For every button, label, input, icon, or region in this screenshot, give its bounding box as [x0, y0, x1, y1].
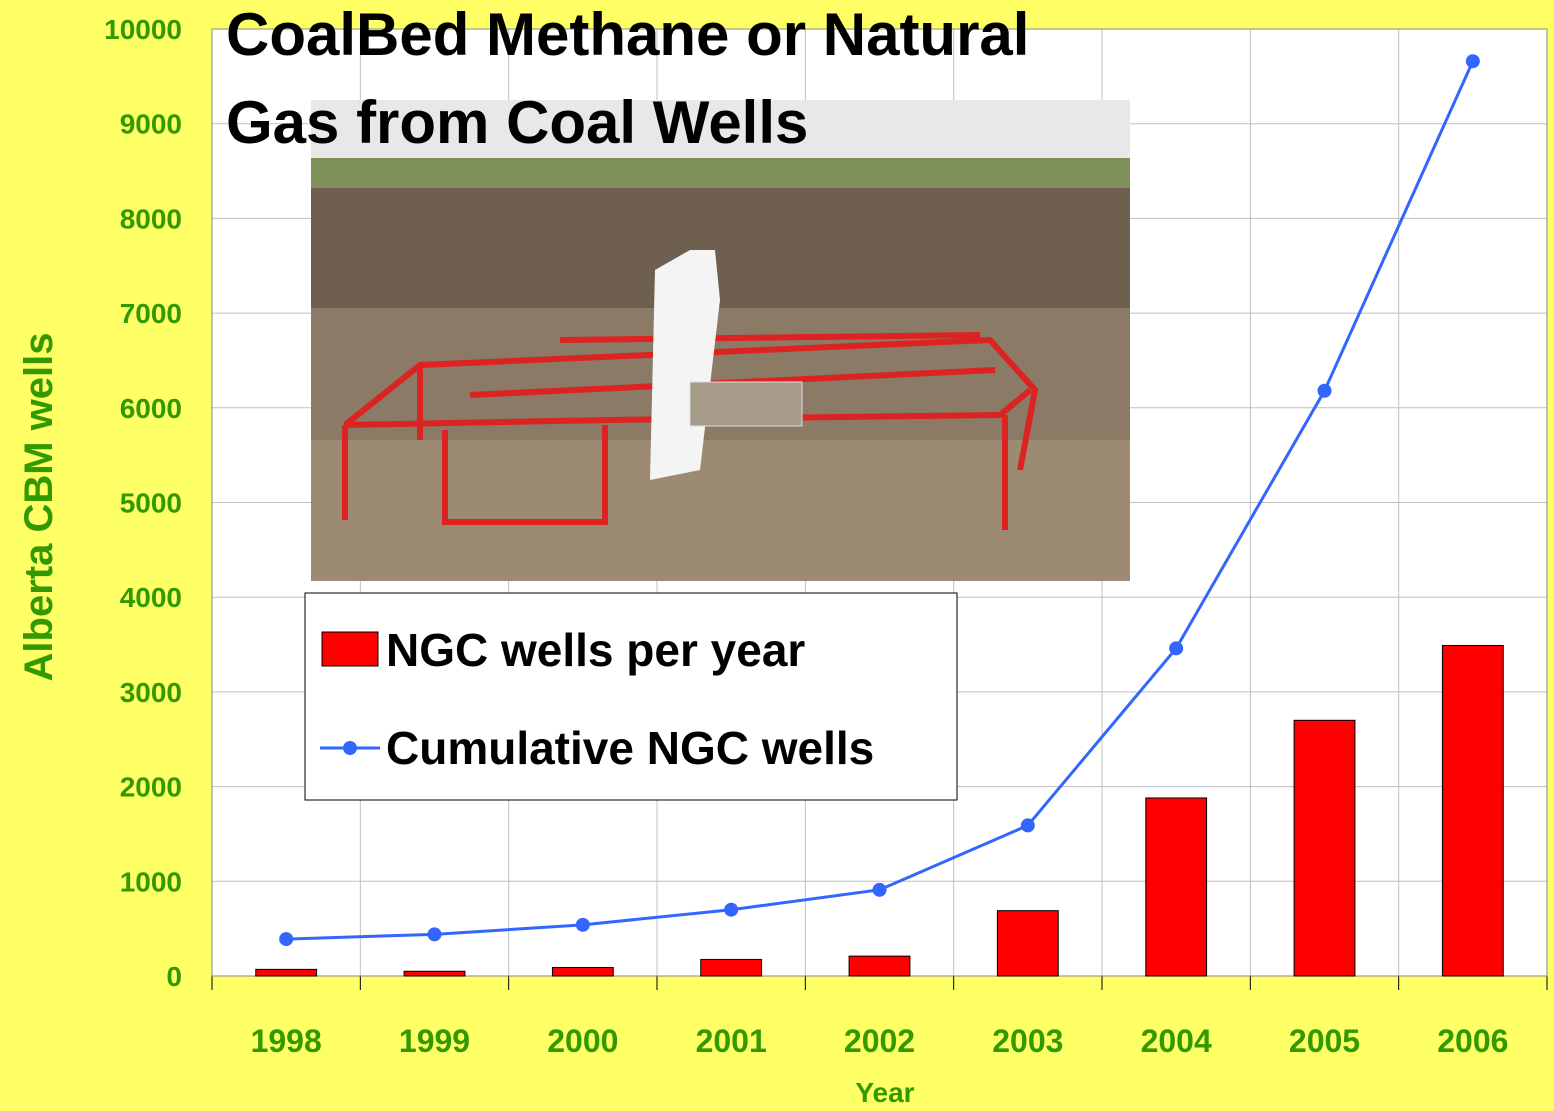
line-point: [279, 932, 294, 947]
line-point: [1465, 54, 1480, 69]
bar: [1293, 719, 1356, 977]
bar: [1145, 797, 1208, 977]
line-point: [724, 902, 739, 917]
x-tick-label: 2002: [844, 1023, 915, 1059]
photo-sky: [311, 100, 1130, 162]
y-tick-label: 5000: [120, 488, 182, 519]
y-tick-label: 10000: [104, 14, 182, 45]
line-point: [1169, 641, 1184, 656]
photo: [311, 100, 1130, 581]
legend-label: NGC wells per year: [386, 624, 805, 676]
line-point: [427, 927, 442, 942]
bar: [700, 958, 763, 977]
bar: [996, 910, 1059, 977]
chart-title-line: CoalBed Methane or Natural: [226, 1, 1029, 68]
y-tick-label: 8000: [120, 203, 182, 234]
bar: [848, 955, 911, 977]
chart-title: CoalBed Methane or Natural Gas from Coal …: [226, 1, 1029, 156]
y-tick-label: 2000: [120, 772, 182, 803]
x-tick-label: 2000: [547, 1023, 618, 1059]
y-tick-label: 4000: [120, 582, 182, 613]
photo-sign: [689, 381, 803, 427]
x-tick-label: 2006: [1437, 1023, 1508, 1059]
bar: [1441, 644, 1504, 977]
legend-swatch-point: [343, 741, 357, 755]
photo-soil: [311, 188, 1130, 308]
y-axis-label: Alberta CBM wells: [17, 333, 61, 682]
line-point: [1020, 818, 1035, 833]
x-tick-label: 1999: [399, 1023, 470, 1059]
y-tick-label: 1000: [120, 866, 182, 897]
line-point: [575, 917, 590, 932]
x-tick-label: 2003: [992, 1023, 1063, 1059]
legend: [304, 592, 958, 801]
x-tick-label: 1998: [251, 1023, 322, 1059]
x-tick-label: 2001: [696, 1023, 767, 1059]
legend-swatch: [321, 631, 379, 667]
bar: [255, 968, 318, 977]
bar: [403, 970, 466, 977]
legend-label: Cumulative NGC wells: [386, 722, 874, 774]
line-point: [1317, 383, 1332, 398]
x-tick-label: 2005: [1289, 1023, 1360, 1059]
bar: [551, 966, 614, 977]
photo-horizon: [311, 158, 1130, 188]
marks: [255, 54, 1504, 977]
y-tick-label: 7000: [120, 298, 182, 329]
legend-entries: NGC wells per year Cumulative NGC wells: [320, 624, 874, 774]
y-tick-label: 6000: [120, 393, 182, 424]
x-axis-label: Year: [855, 1077, 914, 1108]
y-tick-label: 0: [166, 961, 182, 992]
y-tick-label: 3000: [120, 677, 182, 708]
line-point: [872, 882, 887, 897]
chart-title-line: Gas from Coal Wells: [226, 89, 808, 156]
y-tick-label: 9000: [120, 109, 182, 140]
x-tick-label: 2004: [1141, 1023, 1212, 1059]
